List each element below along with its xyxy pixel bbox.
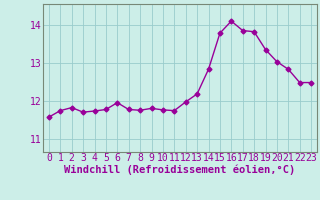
X-axis label: Windchill (Refroidissement éolien,°C): Windchill (Refroidissement éolien,°C) — [64, 165, 296, 175]
